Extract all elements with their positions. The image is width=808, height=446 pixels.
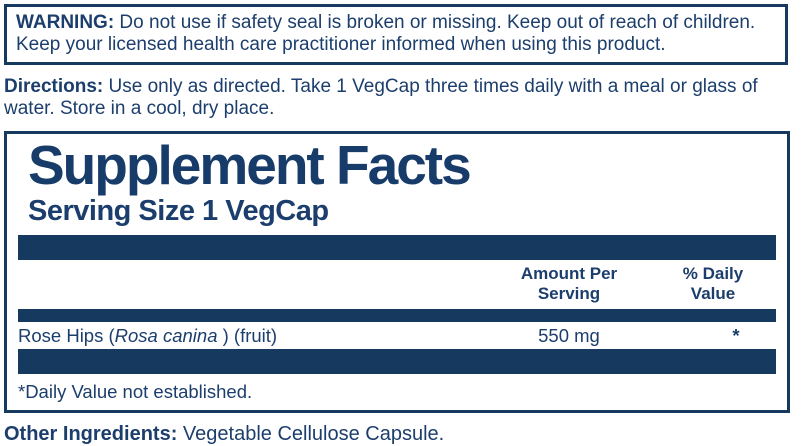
ingredient-name-suffix: ) (fruit) [217,325,278,346]
ingredient-amount: 550 mg [538,325,600,346]
warning-text: Do not use if safety seal is broken or m… [16,12,756,55]
other-ingredients-label: Other Ingredients: [4,423,178,445]
percent-daily-value-header: % Daily Value [682,264,744,303]
divider-bar-bottom [18,349,776,374]
directions-paragraph: Directions: Use only as directed. Take 1… [4,76,804,120]
supplement-facts-panel: Supplement Facts Serving Size 1 VegCap A… [4,131,790,413]
daily-value-footnote: *Daily Value not established. [18,381,253,402]
serving-size: Serving Size 1 VegCap [28,195,329,227]
amount-per-serving-header: Amount Per Serving [520,264,618,303]
table-row: Rose Hips (Rosa canina ) (fruit) 550 mg … [18,322,776,349]
ingredient-name-latin: Rosa canina [114,325,218,346]
other-ingredients-text: Vegetable Cellulose Capsule. [177,423,445,445]
supplement-label: WARNING: Do not use if safety seal is br… [0,4,808,445]
divider-bar-top [18,235,776,260]
table-header-row: Amount Per Serving % Daily Value [18,260,776,309]
directions-label: Directions: [4,76,104,97]
warning-box: WARNING: Do not use if safety seal is br… [4,4,788,65]
ingredient-name: Rose Hips (Rosa canina ) (fruit) [18,322,277,349]
directions-text: Use only as directed. Take 1 VegCap thre… [4,76,758,119]
divider-bar-header [18,309,776,322]
other-ingredients-paragraph: Other Ingredients: Vegetable Cellulose C… [4,422,804,446]
ingredient-name-prefix: Rose Hips ( [18,325,115,346]
ingredient-daily-value: * [732,325,740,346]
supplement-facts-title: Supplement Facts [28,134,472,196]
warning-label: WARNING: [16,12,115,33]
